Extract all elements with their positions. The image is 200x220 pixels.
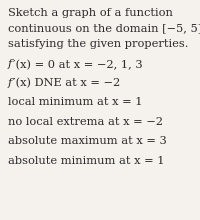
Text: Sketch a graph of a function: Sketch a graph of a function — [8, 8, 177, 18]
Text: no local extrema at x = −2: no local extrema at x = −2 — [8, 117, 163, 126]
Text: local minimum at x = 1: local minimum at x = 1 — [8, 97, 142, 107]
Text: ′(x) = 0 at x = −2, 1, 3: ′(x) = 0 at x = −2, 1, 3 — [13, 59, 143, 70]
Text: f: f — [8, 59, 12, 69]
Text: absolute maximum at x = 3: absolute maximum at x = 3 — [8, 136, 167, 146]
Text: satisfying the given properties.: satisfying the given properties. — [8, 38, 188, 48]
Text: ′(x) DNE at x = −2: ′(x) DNE at x = −2 — [13, 78, 121, 88]
Text: absolute minimum at x = 1: absolute minimum at x = 1 — [8, 156, 164, 166]
Text: f: f — [8, 78, 12, 88]
Text: continuous on the domain [−5, 5]: continuous on the domain [−5, 5] — [8, 23, 200, 33]
